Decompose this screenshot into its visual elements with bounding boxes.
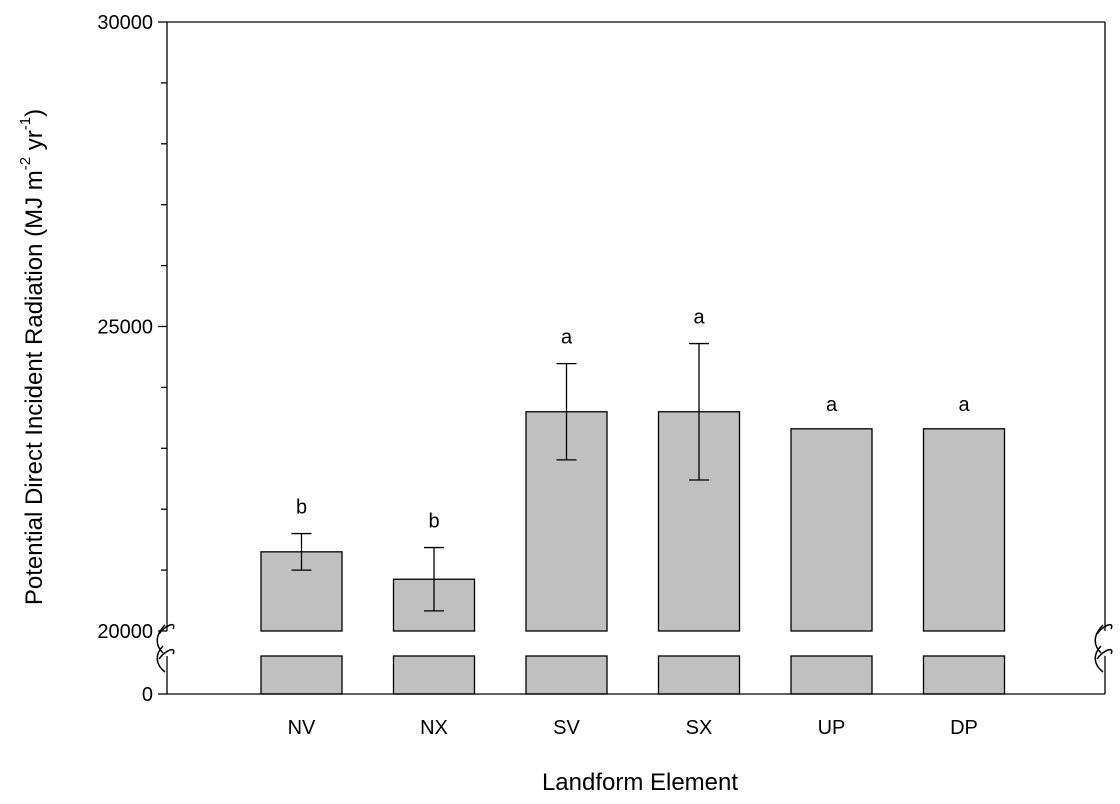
x-tick-label-nx: NX — [420, 717, 448, 739]
axis-break-right-curve-2 — [1094, 645, 1104, 673]
bar-dp-upper — [922, 428, 1006, 632]
axis-break-right-curve-1 — [1094, 624, 1104, 654]
bar-sv-lower — [525, 655, 608, 695]
significance-label-sv: a — [561, 327, 573, 349]
plot-area: b NV b NX a SV a SX a UP a DP 0 20000 25000 30000 — [97, 12, 1113, 739]
bar-sx-lower — [657, 655, 741, 695]
bar-up-lower — [790, 655, 873, 695]
x-tick-label-sx: SX — [686, 717, 713, 739]
y-axis-title: Potential Direct Incident Radiation (MJ … — [17, 109, 48, 605]
y-axis-title-exponent-1: -2 — [17, 157, 34, 170]
x-tick-label-sv: SV — [553, 717, 580, 739]
axis-break-left-curve-1 — [156, 624, 166, 654]
y-tick-label-20000: 20000 — [97, 621, 153, 643]
y-tick-label-25000: 25000 — [97, 317, 153, 339]
svg-text:Potential Direct Incident Radi: Potential Direct Incident Radiation (MJ … — [17, 109, 48, 605]
axis-break-right-lower — [1096, 648, 1113, 660]
y-axis-title-text: Potential Direct Incident Radiation (MJ … — [21, 170, 48, 605]
x-tick-label-dp: DP — [950, 717, 978, 739]
significance-label-up: a — [826, 394, 838, 416]
y-axis-title-close: ) — [21, 109, 48, 117]
y-axis-title-unit: yr — [21, 130, 48, 157]
y-tick-label-30000: 30000 — [97, 12, 153, 34]
bar-up-upper — [790, 428, 873, 632]
significance-label-sx: a — [693, 307, 705, 329]
bar-dp-lower — [922, 655, 1006, 695]
x-tick-label-nv: NV — [288, 717, 316, 739]
axis-break-left-lower — [158, 648, 175, 660]
axis-break-right-upper — [1096, 623, 1113, 635]
significance-label-nx: b — [428, 511, 439, 533]
x-axis-title: Landform Element — [542, 769, 738, 796]
significance-label-nv: b — [296, 497, 307, 519]
y-tick-label-0: 0 — [142, 684, 153, 706]
axis-break-left-curve-2 — [156, 645, 166, 673]
significance-label-dp: a — [958, 394, 970, 416]
y-axis-title-exponent-2: -1 — [17, 117, 34, 130]
x-tick-label-up: UP — [818, 717, 846, 739]
axis-break-left-upper — [158, 623, 175, 635]
bar-nx-lower — [392, 655, 476, 695]
bar-nv-lower — [260, 655, 343, 695]
